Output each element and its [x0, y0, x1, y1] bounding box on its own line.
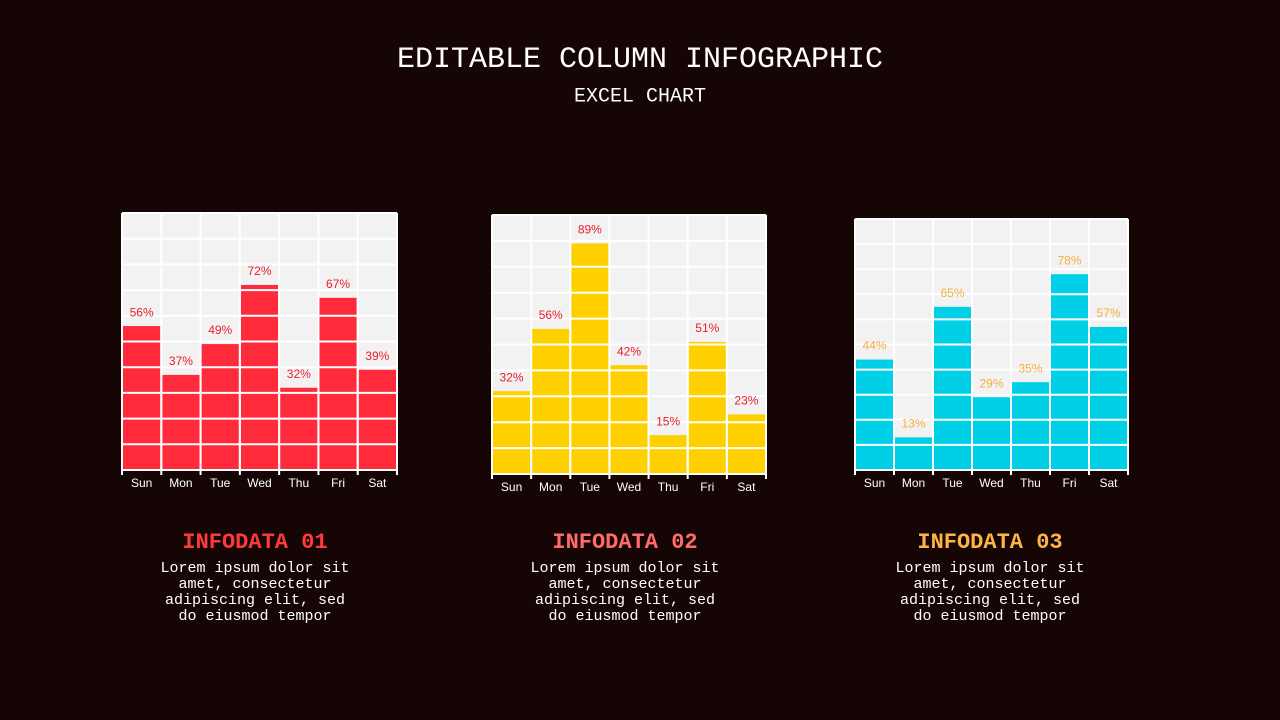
x-tick-label: Sat — [368, 476, 387, 490]
value-label: 56% — [130, 305, 154, 319]
value-label: 78% — [1057, 253, 1081, 267]
x-tick-label: Wed — [617, 480, 641, 494]
bar — [201, 344, 239, 470]
x-tick-label: Mon — [902, 476, 925, 490]
value-label: 89% — [578, 223, 602, 237]
bar — [973, 397, 1010, 470]
value-label: 39% — [365, 349, 389, 363]
value-label: 42% — [617, 344, 641, 358]
value-label: 35% — [1018, 361, 1042, 375]
caption-text: amet, consectetur — [178, 576, 331, 593]
caption-text: Lorem ipsum dolor sit — [160, 560, 349, 577]
bar — [1012, 382, 1049, 470]
bar — [319, 297, 357, 470]
value-label: 49% — [208, 323, 232, 337]
bar — [532, 328, 570, 474]
caption-text: do eiusmod tempor — [548, 608, 701, 625]
bar — [358, 369, 396, 470]
bar — [727, 414, 765, 474]
caption-title: INFODATA 01 — [182, 530, 327, 555]
value-label: 15% — [656, 414, 680, 428]
bar — [493, 391, 531, 474]
caption-text: Lorem ipsum dolor sit — [895, 560, 1084, 577]
value-label: 32% — [287, 367, 311, 381]
x-tick-label: Wed — [247, 476, 271, 490]
bar — [162, 374, 200, 470]
x-tick-label: Fri — [331, 476, 345, 490]
caption-text: adipiscing elit, sed — [535, 592, 715, 609]
x-tick-label: Tue — [942, 476, 963, 490]
x-tick-label: Mon — [539, 480, 562, 494]
value-label: 29% — [979, 376, 1003, 390]
slide-title: EDITABLE COLUMN INFOGRAPHIC — [397, 43, 883, 77]
value-label: 32% — [500, 370, 524, 384]
x-tick-label: Sun — [501, 480, 522, 494]
bar — [688, 341, 726, 474]
caption-text: do eiusmod tempor — [178, 608, 331, 625]
value-label: 67% — [326, 277, 350, 291]
x-tick-label: Wed — [979, 476, 1003, 490]
x-tick-label: Sun — [131, 476, 152, 490]
caption-text: adipiscing elit, sed — [165, 592, 345, 609]
caption-title: INFODATA 03 — [917, 530, 1062, 555]
caption-text: amet, consectetur — [913, 576, 1066, 593]
value-label: 37% — [169, 354, 193, 368]
bar — [610, 365, 648, 474]
x-tick-label: Fri — [1063, 476, 1077, 490]
x-tick-label: Fri — [700, 480, 714, 494]
caption-text: adipiscing elit, sed — [900, 592, 1080, 609]
bar — [1090, 326, 1127, 470]
value-label: 44% — [862, 339, 886, 353]
x-tick-label: Thu — [1020, 476, 1041, 490]
bar — [571, 243, 609, 474]
x-tick-label: Tue — [580, 480, 601, 494]
bar — [123, 326, 161, 470]
x-tick-label: Mon — [169, 476, 192, 490]
value-label: 51% — [695, 321, 719, 335]
bar — [856, 359, 893, 470]
bar — [649, 435, 687, 474]
value-label: 57% — [1096, 306, 1120, 320]
caption-text: Lorem ipsum dolor sit — [530, 560, 719, 577]
caption-title: INFODATA 02 — [552, 530, 697, 555]
x-tick-label: Thu — [288, 476, 309, 490]
bar — [1051, 274, 1088, 470]
value-label: 13% — [901, 417, 925, 431]
bar — [895, 437, 932, 470]
x-tick-label: Sun — [864, 476, 885, 490]
x-tick-label: Sat — [1099, 476, 1118, 490]
value-label: 65% — [940, 286, 964, 300]
x-tick-label: Tue — [210, 476, 231, 490]
value-label: 23% — [734, 394, 758, 408]
x-tick-label: Sat — [737, 480, 756, 494]
caption-text: amet, consectetur — [548, 576, 701, 593]
bar — [934, 306, 971, 470]
value-label: 72% — [247, 264, 271, 278]
caption-text: do eiusmod tempor — [913, 608, 1066, 625]
bar — [280, 387, 318, 470]
bar — [240, 284, 279, 470]
value-label: 56% — [539, 308, 563, 322]
x-tick-label: Thu — [658, 480, 679, 494]
slide-subtitle: EXCEL CHART — [574, 85, 706, 108]
